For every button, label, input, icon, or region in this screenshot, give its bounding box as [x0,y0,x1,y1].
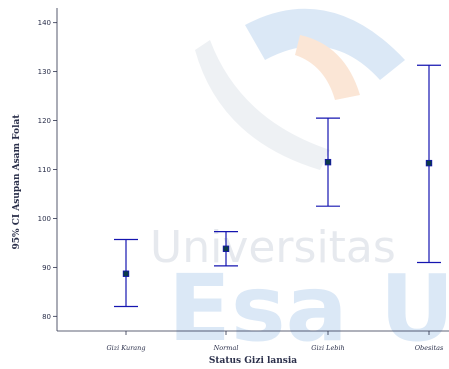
y-tick-label: 90 [42,264,51,272]
y-tick-label: 130 [38,68,51,76]
watermark-swoosh-blue [245,8,405,80]
watermark-swoosh-orange [295,35,360,100]
watermark-swoosh-grey [195,40,330,170]
error-bar [214,231,238,267]
watermark-line2: Esa U [168,255,449,362]
y-tick-label: 80 [42,313,51,321]
watermark: Universitas Esa U [150,8,449,362]
y-tick-label: 120 [38,117,51,125]
y-axis-title: 95% CI Asupan Asam Folat [12,114,22,250]
mean-marker [324,158,332,166]
x-tick-label: Gizi Kurang [106,344,145,352]
watermark-line1: Universitas [150,222,396,273]
x-axis-title: Status Gizi lansia [209,356,297,366]
mean-marker [425,159,433,167]
x-tick-label: Obesitas [415,344,444,352]
error-bar [316,117,340,207]
y-tick-label: 140 [38,19,51,27]
y-ticks: 80 90 100 110 120 130 140 [38,19,57,321]
error-bar [417,64,441,264]
mean-marker [222,245,230,252]
y-tick-label: 100 [38,215,51,223]
error-bars [114,64,441,308]
x-ticks: Gizi Kurang Normal Gizi Lebih Obesitas [106,331,444,352]
mean-marker [122,270,130,277]
x-tick-label: Normal [213,344,239,352]
error-bar [114,238,138,308]
y-tick-label: 110 [38,166,51,174]
x-tick-label: Gizi Lebih [311,344,344,352]
